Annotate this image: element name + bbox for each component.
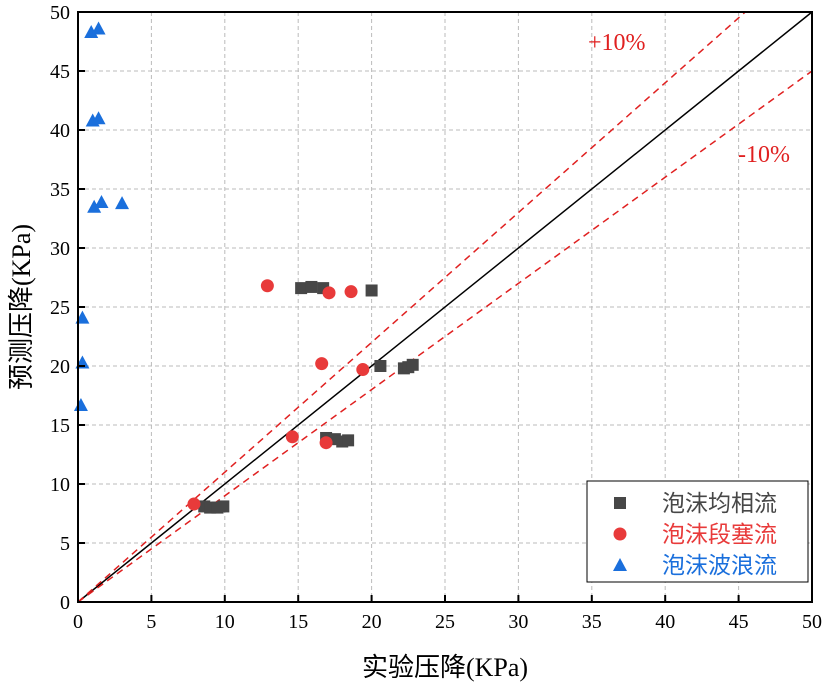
x-tick-label: 5 [146, 611, 156, 633]
triangle-marker [91, 111, 106, 125]
y-axis-label: 预测压降(KPa) [7, 224, 36, 390]
x-tick-label: 20 [362, 611, 382, 633]
x-tick-label: 15 [288, 611, 308, 633]
x-tick-label: 45 [729, 611, 749, 633]
square-marker [374, 360, 387, 372]
square-marker [614, 497, 626, 509]
x-axis-label: 实验压降(KPa) [362, 653, 528, 682]
square-marker [204, 501, 217, 514]
square-marker [365, 284, 378, 297]
circle-marker [315, 357, 329, 371]
annotation-plus10: +10% [588, 30, 646, 56]
x-tick-label: 40 [655, 611, 675, 633]
y-tick-label: 5 [60, 533, 70, 555]
circle-marker [613, 527, 627, 541]
legend-label: 泡沫波浪流 [662, 553, 777, 578]
reference-line-0.9 [77, 70, 813, 603]
square-marker [342, 434, 355, 447]
triangle-marker [613, 558, 627, 571]
circle-marker [322, 286, 336, 300]
y-tick-label: 25 [50, 297, 70, 319]
square-marker [305, 280, 318, 293]
x-tick-label: 50 [802, 611, 822, 633]
triangle-marker [84, 25, 99, 39]
circle-marker [187, 497, 201, 511]
x-tick-label: 25 [435, 611, 455, 633]
y-tick-label: 0 [60, 592, 70, 614]
triangle-marker [73, 397, 88, 411]
circle-marker [356, 363, 370, 377]
y-tick-label: 50 [50, 2, 70, 24]
y-tick-label: 10 [50, 474, 70, 496]
circle-marker [285, 430, 299, 444]
square-marker [217, 500, 230, 513]
y-tick-label: 40 [50, 120, 70, 142]
triangle-marker [91, 21, 106, 35]
square-marker [295, 282, 308, 295]
data-points [73, 21, 419, 514]
x-tick-label: 35 [582, 611, 602, 633]
triangle-marker [94, 194, 109, 208]
x-tick-label: 10 [215, 611, 235, 633]
legend-label: 泡沫均相流 [662, 491, 777, 516]
axis-ticks: 0 5 10 15 20 25 30 35 40 45 50 0 5 10 15 20 25 30 35 40 45 50 [50, 2, 822, 633]
y-tick-label: 15 [50, 415, 70, 437]
triangle-marker [115, 196, 130, 210]
triangle-marker [87, 199, 102, 213]
annotation-minus10: -10% [738, 142, 790, 168]
y-tick-label: 35 [50, 179, 70, 201]
y-tick-label: 30 [50, 238, 70, 260]
x-tick-label: 30 [508, 611, 528, 633]
circle-marker [319, 436, 333, 450]
circle-marker [344, 285, 358, 299]
legend-label: 泡沫段塞流 [662, 522, 777, 547]
circle-marker [260, 279, 274, 293]
y-tick-label: 45 [50, 61, 70, 83]
square-marker [406, 358, 419, 371]
y-tick-label: 20 [50, 356, 70, 378]
x-tick-label: 0 [73, 611, 83, 633]
